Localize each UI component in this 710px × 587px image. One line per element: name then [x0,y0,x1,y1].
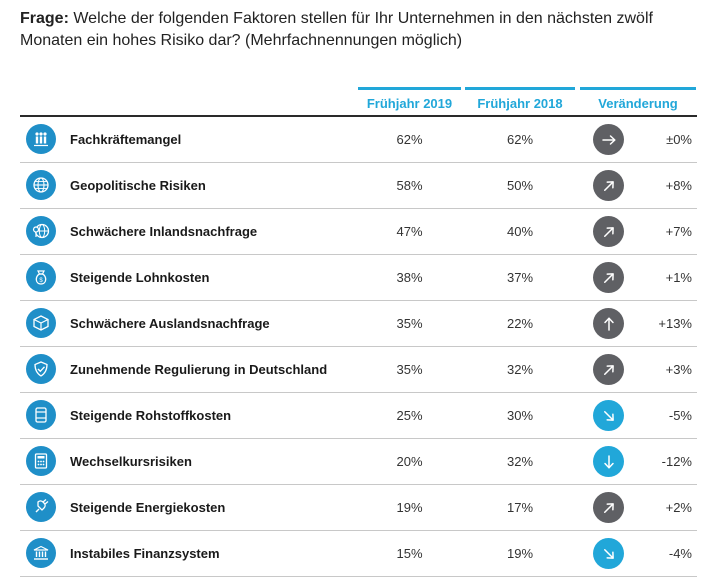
value-2018: 62% [506,132,534,147]
value-2019: 35% [396,362,423,377]
header-spring-2019: Frühjahr 2019 [358,87,461,115]
value-2018: 17% [506,500,534,515]
value-2018: 40% [506,224,534,239]
row-label: Schwächere Auslandsnachfrage [70,316,270,331]
table-row: Geopolitische Risiken 58% 50% +8% [20,163,697,209]
change-value: +13% [658,316,692,331]
value-2018: 22% [506,316,534,331]
arrow-down-icon [593,446,624,477]
arrow-up-right-icon [593,492,624,523]
row-label: Fachkräftemangel [70,132,182,147]
globe-icon [26,170,56,200]
change-value: -5% [668,408,692,423]
people-icon [26,124,56,154]
value-2019: 58% [396,178,423,193]
row-label: Steigende Rohstoffkosten [70,408,232,423]
money-bag-icon: $ [26,262,56,292]
change-value: +3% [665,362,692,377]
shield-check-icon [26,354,56,384]
row-label: Steigende Lohnkosten [70,270,210,285]
value-2019: 15% [396,546,423,561]
value-2019: 62% [396,132,423,147]
change-value: -12% [661,454,692,469]
value-2018: 37% [506,270,534,285]
table-header: Frühjahr 2019 Frühjahr 2018 Veränderung [20,87,697,117]
table-row: Schwächere Inlandsnachfrage 47% 40% +7% [20,209,697,255]
change-value: +2% [665,500,692,515]
package-icon [26,308,56,338]
arrow-down-right-icon [593,400,624,431]
table-row: Schwächere Auslandsnachfrage 35% 22% +13% [20,301,697,347]
value-2019: 38% [396,270,423,285]
value-2019: 19% [396,500,423,515]
value-2018: 19% [506,546,534,561]
value-2019: 35% [396,316,423,331]
arrow-up-right-icon [593,216,624,247]
bank-icon [26,538,56,568]
value-2018: 30% [506,408,534,423]
table-row: Steigende Rohstoffkosten 25% 30% -5% [20,393,697,439]
question-text: Welche der folgenden Faktoren stellen fü… [20,10,653,49]
question: Frage: Welche der folgenden Faktoren ste… [20,8,700,52]
table-row: Wechselkursrisiken 20% 32% -12% [20,439,697,485]
table-row: Zunehmende Regulierung in Deutschland 35%… [20,347,697,393]
change-value: +7% [665,224,692,239]
header-change: Veränderung [580,87,696,115]
change-value: +8% [665,178,692,193]
value-2019: 25% [396,408,423,423]
arrow-up-right-icon [593,262,624,293]
value-2018: 32% [506,362,534,377]
row-label: Zunehmende Regulierung in Deutschland [70,362,328,377]
row-label: Schwächere Inlandsnachfrage [70,224,258,239]
row-label: Instabiles Finanzsystem [70,546,220,561]
change-value: -4% [668,546,692,561]
header-spring-2018: Frühjahr 2018 [465,87,575,115]
barrel-icon [26,400,56,430]
arrow-up-right-icon [593,170,624,201]
table-row: Steigende Energiekosten 19% 17% +2% [20,485,697,531]
arrow-down-right-icon [593,538,624,569]
value-2018: 32% [506,454,534,469]
table-row: Fachkräftemangel 62% 62% ±0% [20,117,697,163]
table-body: Fachkräftemangel 62% 62% ±0% Geopolitische R… [20,117,697,577]
row-label: Wechselkursrisiken [70,454,192,469]
row-label: Steigende Energiekosten [70,500,226,515]
change-value: ±0% [666,132,692,147]
value-2019: 47% [396,224,423,239]
globe-pin-icon [26,216,56,246]
change-value: +1% [665,270,692,285]
plug-icon [26,492,56,522]
row-label: Geopolitische Risiken [70,178,206,193]
arrow-up-icon [593,308,624,339]
calculator-icon [26,446,56,476]
table-row: Instabiles Finanzsystem 15% 19% -4% [20,531,697,577]
table-row: $ Steigende Lohnkosten 38% 37% +1% [20,255,697,301]
question-label: Frage: [20,10,69,27]
arrow-up-right-icon [593,354,624,385]
value-2019: 20% [396,454,423,469]
risk-table: Frühjahr 2019 Frühjahr 2018 Veränderung … [20,87,697,577]
svg-text:$: $ [39,278,43,284]
arrow-right-icon [593,124,624,155]
value-2018: 50% [506,178,534,193]
